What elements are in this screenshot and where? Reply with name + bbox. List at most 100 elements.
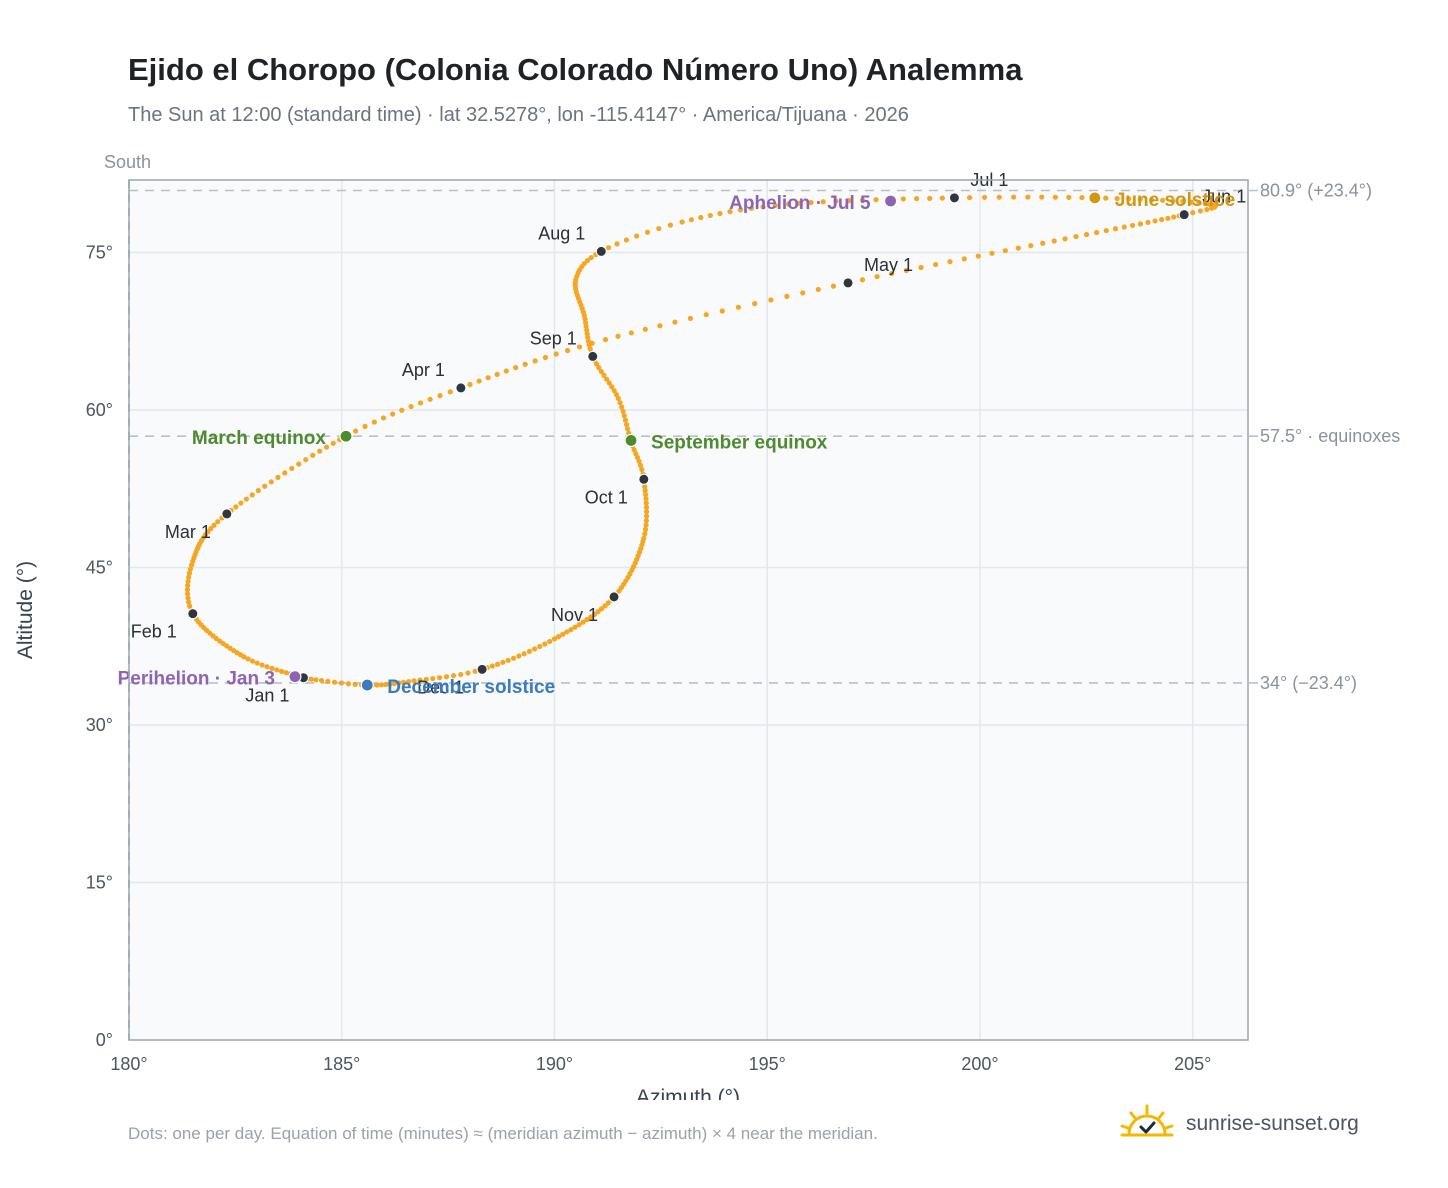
daily-sun-dot xyxy=(613,391,619,398)
daily-sun-dot xyxy=(467,381,473,388)
daily-sun-dot xyxy=(644,229,651,235)
x-tick-label: 195° xyxy=(749,1054,786,1074)
daily-sun-dot xyxy=(603,376,610,382)
daily-sun-dot xyxy=(572,624,578,630)
daily-sun-dot xyxy=(1211,202,1217,208)
month-marker-dot xyxy=(608,591,620,603)
daily-sun-dot xyxy=(1052,194,1058,200)
daily-sun-dot xyxy=(634,233,640,239)
daily-sun-dot xyxy=(396,680,402,686)
daily-sun-dot xyxy=(643,518,649,524)
daily-sun-dot xyxy=(1051,238,1057,244)
y-tick-label: 30° xyxy=(86,715,113,735)
daily-sun-dot xyxy=(1066,194,1072,200)
daily-sun-dot xyxy=(820,199,826,205)
daily-sun-dot xyxy=(642,526,649,533)
daily-sun-dot xyxy=(362,423,368,430)
month-marker-dot xyxy=(476,663,488,675)
daily-sun-dot xyxy=(698,214,704,221)
daily-sun-dot xyxy=(656,225,662,232)
daily-sun-dot xyxy=(289,465,295,472)
daily-sun-dot xyxy=(927,195,933,201)
footnote: Dots: one per day. Equation of time (min… xyxy=(128,1124,878,1143)
daily-sun-dot xyxy=(859,277,866,283)
daily-sun-dot xyxy=(989,250,995,256)
daily-sun-dot xyxy=(752,301,758,307)
daily-sun-dot xyxy=(1015,245,1021,251)
daily-sun-dot xyxy=(485,375,491,381)
daily-sun-dot xyxy=(510,655,517,661)
month-marker-dot xyxy=(842,277,854,289)
daily-sun-dot xyxy=(643,500,649,506)
daily-sun-dot xyxy=(939,195,945,201)
daily-sun-dot xyxy=(542,354,549,361)
daily-sun-dot xyxy=(1083,231,1090,238)
daily-sun-dot xyxy=(874,274,880,280)
daily-sun-dot xyxy=(380,415,387,421)
daily-sun-dot xyxy=(1160,197,1166,203)
daily-sun-dot xyxy=(1094,229,1100,236)
daily-sun-dot xyxy=(503,368,509,374)
y-tick-label: 60° xyxy=(86,400,113,420)
daily-sun-dot xyxy=(187,603,193,609)
event-marker-label: March equinox xyxy=(192,428,327,449)
daily-sun-dot xyxy=(735,304,742,310)
daily-sun-dot xyxy=(619,404,625,410)
daily-sun-dot xyxy=(748,205,754,211)
daily-sun-dot xyxy=(458,671,464,678)
daily-sun-dot xyxy=(378,682,385,688)
month-marker-label: Jun 1 xyxy=(1202,187,1246,207)
daily-sun-dot xyxy=(331,679,338,685)
daily-sun-dot xyxy=(846,198,852,204)
event-marker-dot xyxy=(884,194,898,208)
daily-sun-dot xyxy=(636,458,642,464)
daily-sun-dot xyxy=(417,677,423,683)
daily-sun-dot xyxy=(975,253,981,259)
daily-sun-dot xyxy=(330,440,336,446)
daily-sun-dot xyxy=(785,201,792,207)
daily-sun-dot xyxy=(623,421,630,428)
month-marker-label: Sep 1 xyxy=(530,328,577,348)
daily-sun-dot xyxy=(551,636,558,642)
y-tick-label: 15° xyxy=(86,872,113,892)
month-marker-dot xyxy=(187,608,199,620)
daily-sun-dot xyxy=(1165,215,1171,221)
daily-sun-dot xyxy=(1137,196,1143,202)
daily-sun-dot xyxy=(605,245,612,251)
daily-sun-dot xyxy=(606,380,612,386)
month-marker-dot xyxy=(948,192,960,204)
brand[interactable]: sunrise-sunset.org xyxy=(1120,1102,1359,1146)
daily-sun-dot xyxy=(643,496,649,502)
daily-sun-dot xyxy=(595,609,601,615)
daily-sun-dot xyxy=(1204,206,1210,213)
month-marker-label: Dec 1 xyxy=(417,677,464,697)
daily-sun-dot xyxy=(1207,201,1213,207)
daily-sun-dot xyxy=(185,578,191,585)
daily-sun-dot xyxy=(1112,226,1119,232)
daily-sun-dot xyxy=(391,680,398,687)
daily-sun-dot xyxy=(275,474,281,480)
daily-sun-dot xyxy=(537,643,543,650)
daily-sun-dot xyxy=(411,678,417,684)
daily-sun-dot xyxy=(1180,198,1186,205)
daily-sun-dot xyxy=(719,308,725,314)
event-marker-dot xyxy=(624,433,638,448)
daily-sun-dot xyxy=(405,679,412,685)
daily-sun-dot xyxy=(296,461,302,467)
daily-sun-dot xyxy=(184,587,191,593)
daily-sun-dot xyxy=(717,210,723,217)
month-marker-label: Mar 1 xyxy=(165,522,211,542)
reference-line-label: 34° (−23.4°) xyxy=(1260,673,1357,693)
daily-sun-dot xyxy=(737,207,744,213)
daily-sun-dot xyxy=(427,396,433,402)
y-axis-label: Altitude (°) xyxy=(14,561,37,659)
daily-sun-dot xyxy=(1073,233,1079,240)
daily-sun-dot xyxy=(830,283,837,289)
daily-sun-dot xyxy=(184,591,191,597)
daily-sun-dot xyxy=(1126,196,1132,202)
month-marker-dot xyxy=(221,508,233,520)
daily-sun-dot xyxy=(185,582,191,589)
daily-sun-dot xyxy=(317,448,323,454)
daily-sun-dot xyxy=(313,677,319,683)
daily-sun-dot xyxy=(623,237,630,243)
